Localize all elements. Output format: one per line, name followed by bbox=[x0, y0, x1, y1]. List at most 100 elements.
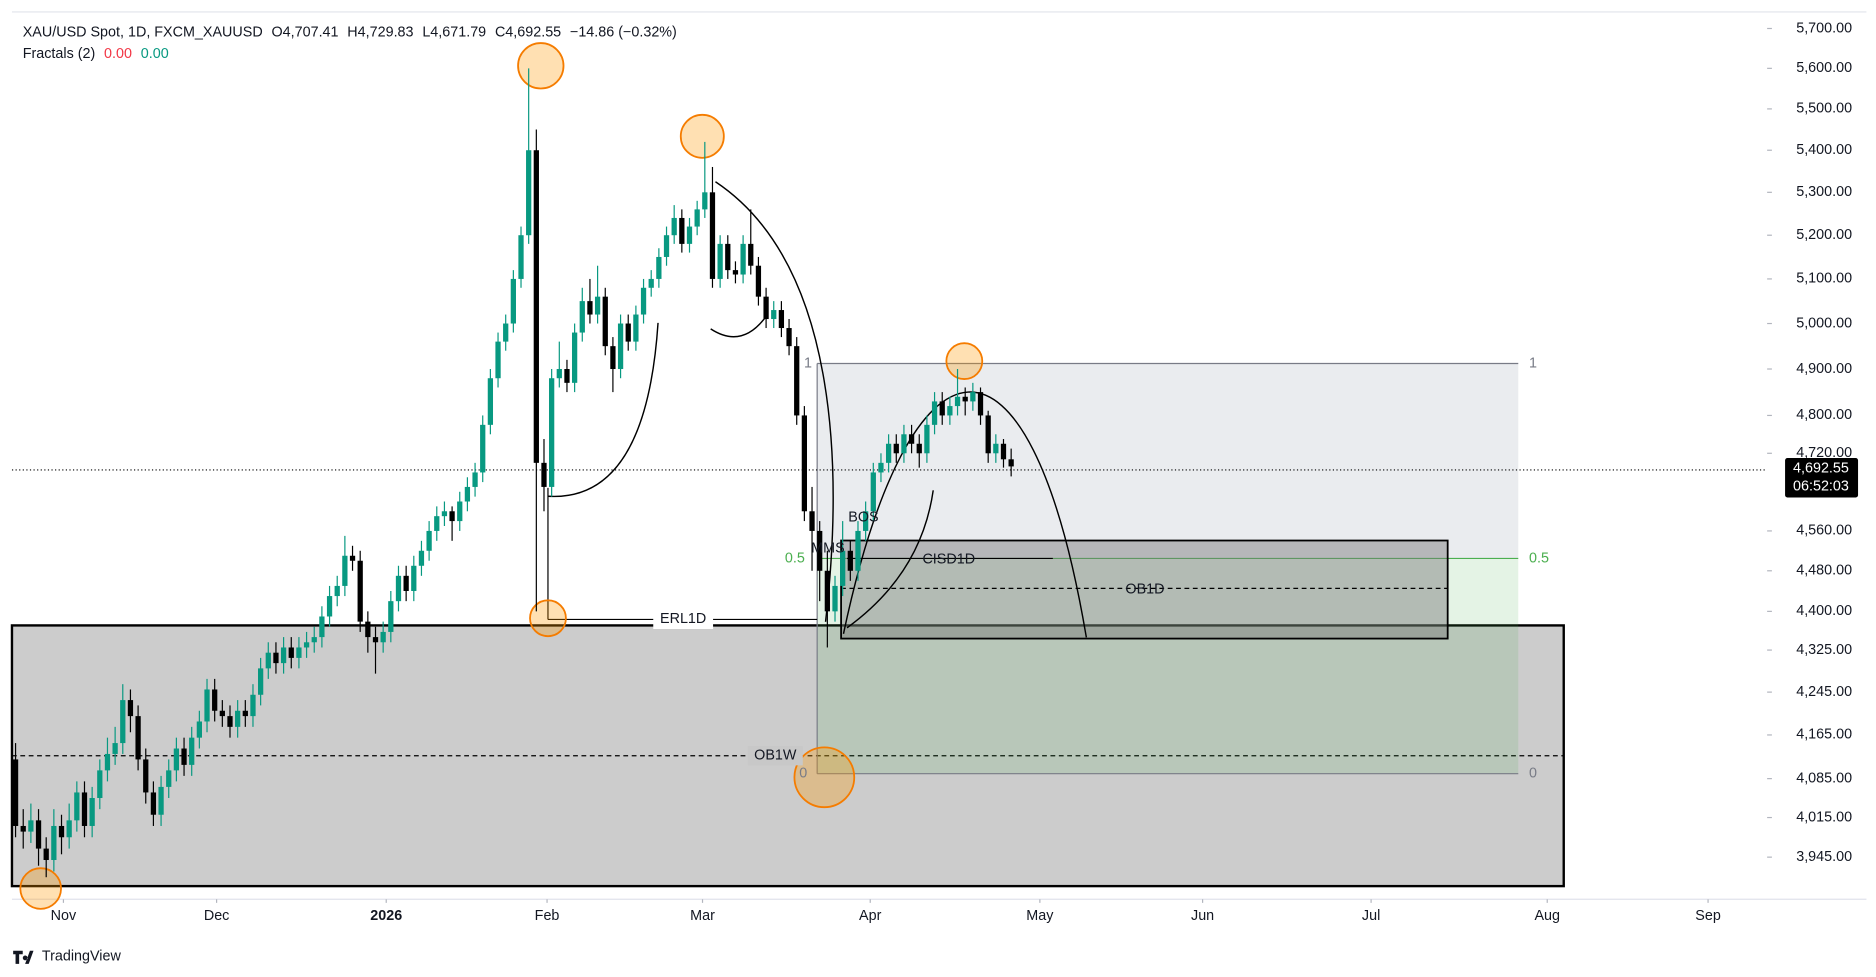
axes: 5,700.00 5,600.00 5,500.00 5,400.00 5,300.00… bbox=[51, 20, 1852, 924]
candle-body bbox=[280, 647, 287, 664]
logo bbox=[13, 950, 34, 964]
ohlc-value: 4,692.55 bbox=[505, 24, 561, 40]
last-price: 4,692.55 bbox=[1793, 461, 1849, 477]
x-tick-label: May bbox=[1026, 908, 1054, 924]
candle-body bbox=[510, 278, 516, 324]
candle-body bbox=[434, 516, 440, 531]
candle-body bbox=[257, 668, 264, 695]
candle-body bbox=[817, 530, 823, 571]
candle-body bbox=[395, 575, 402, 602]
candle-body bbox=[89, 798, 95, 826]
ohlc-label: H bbox=[347, 24, 357, 40]
candle-body bbox=[954, 396, 961, 407]
candle-body bbox=[127, 700, 134, 717]
candle-body bbox=[464, 486, 471, 502]
erl-label: ERL1D bbox=[660, 611, 706, 627]
candle-body bbox=[242, 710, 248, 717]
candle-body bbox=[579, 301, 585, 333]
candle-body bbox=[487, 378, 494, 425]
candle-body bbox=[763, 296, 769, 320]
candle-body bbox=[564, 369, 570, 383]
candle-body bbox=[725, 243, 731, 271]
candle-body bbox=[778, 310, 785, 329]
candle-body bbox=[265, 652, 271, 669]
candle-body bbox=[204, 689, 210, 722]
y-tick-label: 4,720.00 bbox=[1796, 445, 1852, 461]
candle-body bbox=[526, 150, 532, 236]
erl-label-bg bbox=[653, 609, 714, 630]
y-tick-label: 4,560.00 bbox=[1796, 523, 1852, 539]
countdown: 06:52:03 bbox=[1793, 479, 1849, 495]
candle-body bbox=[349, 555, 356, 561]
candle-body bbox=[663, 235, 670, 257]
candle-body bbox=[158, 786, 164, 815]
candle-body bbox=[656, 256, 662, 279]
highlight bbox=[679, 113, 725, 159]
candle-body bbox=[694, 209, 700, 227]
candle-body bbox=[288, 647, 294, 658]
x-tick-label: Sep bbox=[1695, 908, 1721, 924]
candle-body bbox=[357, 560, 363, 622]
x-tick-label: Apr bbox=[859, 908, 882, 924]
y-tick-label: 5,400.00 bbox=[1796, 142, 1852, 158]
ohlc-label: C bbox=[495, 24, 505, 40]
y-tick-label: 4,245.00 bbox=[1796, 684, 1852, 700]
candle-body bbox=[250, 694, 256, 717]
candle-body bbox=[633, 314, 639, 342]
candle-body bbox=[112, 743, 118, 754]
indicator-line: Fractals (2) 0.00 0.00 bbox=[23, 46, 169, 62]
candle-body bbox=[840, 550, 846, 586]
candle-body bbox=[219, 710, 225, 717]
candle-body bbox=[801, 415, 808, 512]
candle-body bbox=[648, 278, 654, 288]
candle-body bbox=[457, 501, 463, 522]
indicator-value: 0.00 bbox=[104, 46, 132, 62]
candle-body bbox=[993, 443, 999, 454]
candle-body bbox=[273, 652, 279, 664]
indicator-value: 0.00 bbox=[141, 46, 169, 62]
candle-body bbox=[970, 392, 976, 402]
price-badge bbox=[1785, 458, 1859, 498]
bos-label: BOS bbox=[848, 510, 878, 526]
fib-upper bbox=[817, 363, 1519, 559]
candle-body bbox=[786, 328, 792, 347]
candle-body bbox=[449, 511, 455, 522]
candle-body bbox=[885, 443, 892, 463]
candle-body bbox=[120, 700, 126, 744]
candle-body bbox=[908, 434, 915, 444]
y-tick-label: 4,015.00 bbox=[1796, 809, 1852, 825]
candle-body bbox=[794, 346, 800, 416]
candle-body bbox=[418, 550, 425, 566]
x-tick-label: Aug bbox=[1534, 908, 1560, 924]
ohlc-value: 4,707.41 bbox=[283, 24, 339, 40]
legend: XAU/USD Spot, 1D, FXCM_XAUUSD O4,707.41 … bbox=[23, 24, 677, 62]
y-tick-label: 5,600.00 bbox=[1796, 60, 1852, 76]
candle-body bbox=[893, 443, 899, 454]
highlight bbox=[793, 746, 856, 809]
indicator: Fractals (2) bbox=[23, 46, 96, 62]
fib-label: 1 bbox=[804, 355, 812, 371]
ob1w-label-bg bbox=[747, 746, 803, 766]
candle-body bbox=[717, 243, 723, 279]
candle-body bbox=[342, 555, 348, 586]
candle-body bbox=[824, 570, 830, 612]
candle-body bbox=[809, 511, 815, 531]
symbol: XAU/USD Spot, 1D, FXCM_XAUUSD bbox=[23, 24, 263, 40]
highlight bbox=[517, 42, 565, 90]
x-tick-label: Mar bbox=[690, 908, 715, 924]
ohlc-label: O bbox=[271, 24, 282, 40]
x-tick-label: Jun bbox=[1191, 908, 1214, 924]
candle-body bbox=[1008, 459, 1014, 467]
candle-body bbox=[28, 820, 34, 832]
highlight bbox=[19, 867, 62, 910]
candle-body bbox=[334, 585, 340, 597]
candle-body bbox=[104, 753, 111, 771]
x-tick-label: Feb bbox=[535, 908, 560, 924]
candle-body bbox=[640, 287, 647, 315]
x-tick-label: Nov bbox=[51, 908, 77, 924]
y-tick-label: 5,500.00 bbox=[1796, 101, 1852, 117]
candles bbox=[12, 68, 1014, 878]
arc bbox=[710, 316, 767, 338]
candle-body bbox=[702, 192, 708, 210]
